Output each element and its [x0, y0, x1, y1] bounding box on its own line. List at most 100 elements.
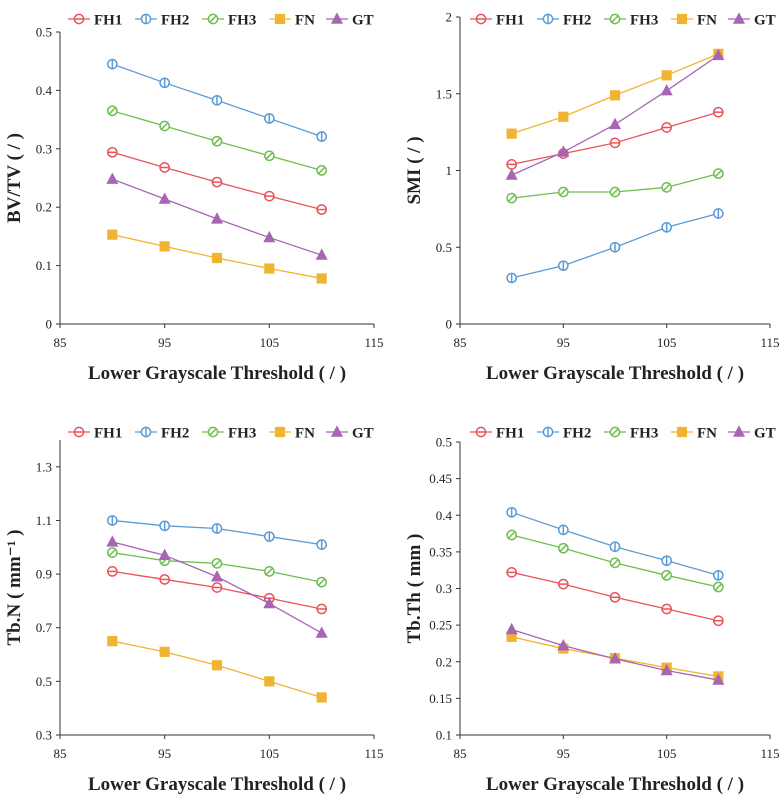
- circle-horizontal-line-marker-icon: [475, 13, 487, 25]
- square-shape: [107, 229, 118, 240]
- marker-line: [507, 194, 516, 202]
- y-tick-label: 0.35: [429, 544, 452, 559]
- data-point-gt: [263, 596, 276, 609]
- triangle-shape: [106, 535, 119, 547]
- square-shape: [211, 252, 223, 264]
- data-point-fh2: [159, 77, 171, 89]
- data-point-fh1: [557, 578, 569, 590]
- y-axis-title: SMI ( / ): [404, 136, 425, 204]
- triangle-shape: [557, 638, 570, 651]
- data-point-fh2: [316, 131, 328, 142]
- x-tick-label: 105: [657, 335, 677, 350]
- data-point-fh3: [609, 557, 621, 569]
- y-tick-label: 1.1: [36, 513, 52, 528]
- x-axis-title: Lower Grayscale Threshold ( / ): [486, 363, 744, 384]
- data-point-fh2: [661, 221, 673, 233]
- data-point-fh3: [557, 186, 569, 198]
- data-point-fh1: [211, 582, 223, 593]
- legend-item-gt: GT: [326, 12, 374, 29]
- legend-item-fh2: FH2: [537, 13, 591, 29]
- marker-line: [317, 166, 326, 175]
- marker-line: [611, 559, 619, 567]
- x-axis-title: Lower Grayscale Threshold ( / ): [486, 774, 744, 795]
- marker-line: [559, 544, 568, 552]
- data-point-fh1: [609, 591, 621, 603]
- legend-item-fh1: FH1: [470, 426, 524, 442]
- triangle-shape: [263, 230, 276, 243]
- filled-square-marker-icon: [274, 13, 286, 25]
- filled-square-marker-icon: [676, 13, 688, 25]
- data-point-fh1: [211, 176, 223, 188]
- square-shape: [159, 241, 170, 252]
- y-axis-title: Tb.N ( mm⁻¹ ): [4, 530, 25, 646]
- triangle-shape: [210, 570, 224, 582]
- legend-label: FH2: [161, 426, 189, 442]
- x-tick-label: 85: [454, 335, 467, 350]
- data-point-fh3: [263, 150, 275, 162]
- legend-item-fh3: FH3: [604, 13, 658, 29]
- triangle-shape: [712, 48, 725, 61]
- data-point-fh3: [661, 569, 673, 581]
- filled-square-marker-icon: [274, 426, 286, 438]
- triangle-shape: [158, 548, 171, 561]
- circle-diagonal-line-marker-icon: [207, 13, 219, 25]
- data-point-fh2: [506, 506, 518, 518]
- data-point-fh3: [712, 581, 724, 593]
- square-shape: [107, 636, 118, 647]
- triangle-shape: [608, 117, 622, 130]
- y-tick-label: 0: [446, 317, 453, 332]
- data-point-gt: [712, 48, 725, 61]
- x-tick-label: 85: [454, 746, 467, 761]
- square-shape: [609, 90, 621, 101]
- y-tick-label: 0.1: [436, 728, 452, 743]
- data-point-fh3: [211, 135, 223, 147]
- marker-line: [507, 531, 516, 539]
- legend-label: FH1: [496, 13, 524, 29]
- marker-line: [611, 428, 619, 436]
- data-point-gt: [660, 663, 673, 676]
- y-tick-label: 0.3: [436, 581, 452, 596]
- x-tick-label: 85: [54, 746, 67, 761]
- marker-line: [662, 183, 671, 192]
- data-point-fh3: [506, 192, 518, 204]
- y-axis-title: Tb.Th ( mm ): [404, 534, 425, 644]
- data-point-fh3: [106, 105, 118, 117]
- data-point-fh3: [557, 542, 569, 554]
- circle-diagonal-line-marker-icon: [609, 426, 621, 438]
- chart-panel-2: 0 0.5 1 1.5 2 85 95 105 115 Lower Grayscale Thres…: [404, 10, 780, 385]
- x-tick-label: 95: [557, 335, 570, 350]
- y-tick-label: 0.9: [36, 567, 52, 582]
- legend-label: FN: [697, 13, 717, 29]
- triangle-shape: [732, 12, 746, 24]
- data-point-gt: [660, 84, 673, 96]
- data-point-gt: [608, 652, 622, 664]
- square-shape: [316, 273, 327, 284]
- legend-label: FH1: [496, 426, 524, 442]
- data-point-fh1: [316, 603, 328, 615]
- legend-label: FH3: [630, 426, 658, 442]
- legend-label: FH2: [563, 426, 591, 442]
- y-tick-label: 0: [46, 317, 53, 332]
- square-shape: [316, 692, 327, 703]
- chart-panel-3: 0.3 0.5 0.7 0.9 1.1 1.3 85 95 105 115 Lower Graysc…: [4, 425, 384, 795]
- marker-line: [559, 188, 568, 196]
- data-point-gt: [106, 172, 119, 184]
- y-tick-label: 0.5: [36, 674, 52, 689]
- circle-horizontal-line-marker-icon: [73, 13, 85, 25]
- y-tick-label: 0.25: [429, 618, 452, 633]
- data-point-fh2: [211, 94, 223, 106]
- data-point-fh2: [609, 241, 621, 253]
- data-point-fh2: [159, 520, 171, 532]
- data-point-gt: [315, 248, 328, 260]
- data-point-gt: [210, 570, 224, 582]
- data-point-fh3: [211, 558, 223, 569]
- legend-label: FH2: [161, 13, 189, 29]
- data-point-fn: [159, 646, 170, 657]
- legend-label: FN: [295, 13, 315, 29]
- circle-vertical-line-marker-icon: [140, 13, 152, 25]
- y-tick-label: 1.3: [36, 459, 52, 474]
- legend: FH1 FH2 FH3 FN GT: [470, 12, 776, 29]
- data-point-gt: [712, 673, 725, 685]
- data-point-gt: [505, 168, 518, 180]
- data-point-gt: [210, 212, 224, 224]
